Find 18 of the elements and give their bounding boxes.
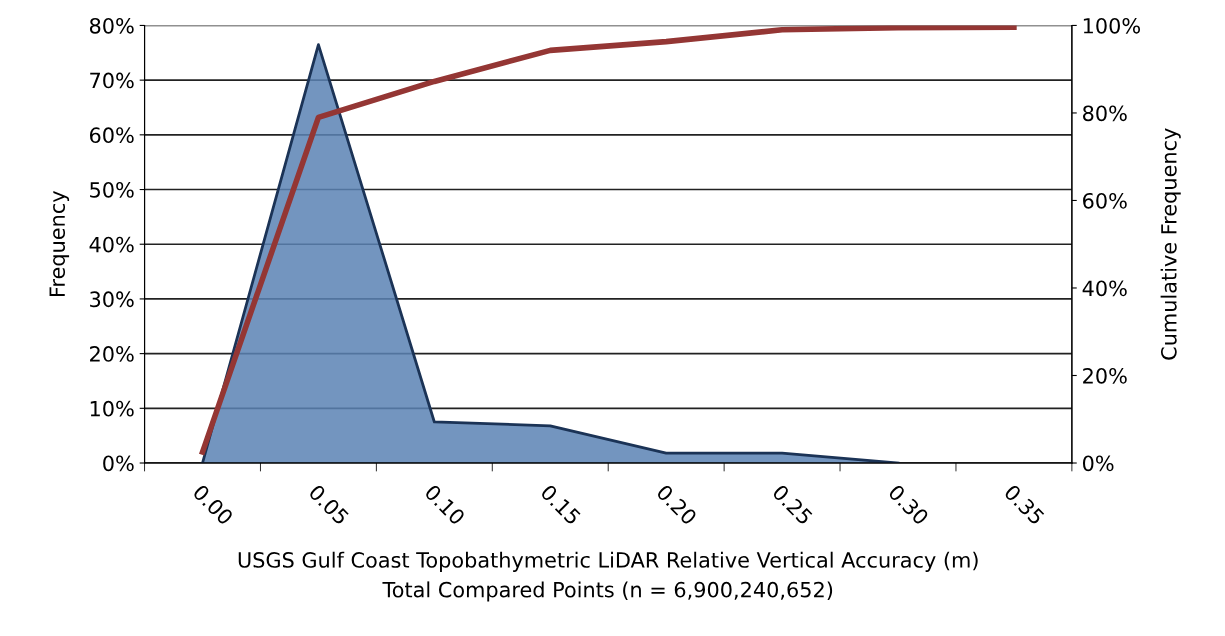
y-tick-label: 0% — [103, 455, 134, 472]
y-tick-label: 10% — [90, 400, 134, 417]
y-tick-label: 20% — [90, 346, 134, 362]
y2-tick-label: 80% — [1083, 105, 1127, 122]
y2-tick-label: 100% — [1083, 17, 1141, 34]
y-axis-title: Frequency — [49, 191, 70, 296]
y2-axis-title: Cumulative Frequency — [1160, 128, 1181, 360]
y2-tick-label: 0% — [1082, 455, 1114, 472]
y-tick-label: 70% — [90, 72, 134, 89]
y2-tick-label: 40% — [1082, 280, 1127, 297]
y2-tick-label: 20% — [1083, 367, 1127, 384]
x-axis-title: USGS Gulf Coast Topobathymetric LiDAR Relative Vertical Accuracy (m) Total Compared Points (n = 6,900,240,652) — [238, 551, 978, 602]
y-tick-label: 50% — [90, 181, 134, 198]
y-tick-label: 80% — [89, 17, 134, 34]
y-tick-label: 60% — [89, 127, 134, 144]
y2-tick-label: 60% — [1083, 192, 1127, 209]
y-tick-label: 30% — [90, 291, 134, 308]
y-tick-label: 40% — [89, 236, 134, 253]
